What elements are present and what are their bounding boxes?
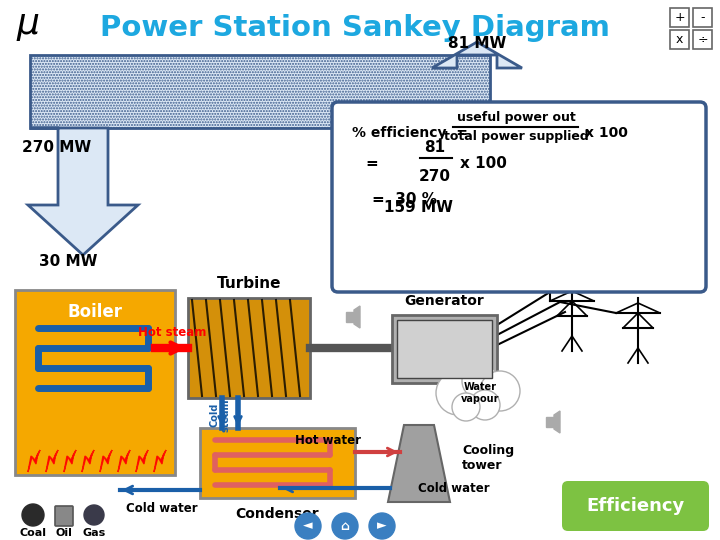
Polygon shape: [154, 450, 166, 472]
FancyBboxPatch shape: [55, 506, 73, 526]
Circle shape: [22, 504, 44, 526]
Text: Water
vapour: Water vapour: [461, 382, 499, 404]
Polygon shape: [346, 128, 492, 242]
FancyBboxPatch shape: [397, 320, 492, 378]
Text: ⌂: ⌂: [341, 519, 349, 532]
Text: % efficiency  =: % efficiency =: [352, 126, 468, 140]
Text: 81 MW: 81 MW: [448, 37, 506, 51]
Text: Boiler: Boiler: [68, 303, 122, 321]
Circle shape: [470, 390, 500, 420]
FancyBboxPatch shape: [693, 8, 712, 27]
Polygon shape: [136, 450, 148, 472]
Polygon shape: [28, 128, 138, 255]
Text: 81: 81: [424, 140, 446, 155]
Circle shape: [369, 513, 395, 539]
Polygon shape: [82, 450, 94, 472]
FancyBboxPatch shape: [562, 481, 709, 531]
Text: +: +: [674, 11, 685, 24]
FancyBboxPatch shape: [188, 298, 310, 398]
Text: Cold
steam: Cold steam: [210, 399, 231, 432]
Text: Cold water: Cold water: [418, 482, 490, 495]
Text: ÷: ÷: [697, 33, 708, 46]
Text: Oil: Oil: [55, 528, 73, 538]
Text: Hot steam: Hot steam: [138, 326, 206, 339]
FancyBboxPatch shape: [332, 102, 706, 292]
Text: Efficiency: Efficiency: [586, 497, 684, 515]
Text: 270: 270: [419, 169, 451, 184]
Bar: [30, 55, 490, 128]
FancyBboxPatch shape: [392, 315, 497, 383]
Text: Turbine: Turbine: [217, 276, 282, 292]
Text: Coal: Coal: [19, 528, 47, 538]
FancyBboxPatch shape: [693, 30, 712, 49]
Circle shape: [462, 363, 498, 399]
Text: ◄: ◄: [303, 519, 312, 532]
Text: Gas: Gas: [82, 528, 106, 538]
Text: Cooling
tower: Cooling tower: [462, 444, 514, 472]
Circle shape: [436, 371, 480, 415]
FancyBboxPatch shape: [200, 428, 355, 498]
Polygon shape: [100, 450, 112, 472]
Text: 270 MW: 270 MW: [22, 140, 91, 156]
Text: -: -: [701, 11, 705, 24]
Text: useful power out: useful power out: [456, 111, 575, 124]
Text: x 100: x 100: [585, 126, 628, 140]
Polygon shape: [118, 450, 130, 472]
Polygon shape: [346, 312, 354, 322]
Circle shape: [452, 393, 480, 421]
Text: =: =: [366, 156, 379, 171]
Polygon shape: [354, 306, 360, 328]
Text: x 100: x 100: [460, 156, 507, 171]
Polygon shape: [46, 450, 58, 472]
Text: =  30 %: = 30 %: [372, 192, 437, 207]
Circle shape: [480, 371, 520, 411]
Text: ►: ►: [377, 519, 387, 532]
Text: Power Station Sankey Diagram: Power Station Sankey Diagram: [100, 14, 610, 42]
Polygon shape: [554, 411, 560, 433]
Text: x: x: [676, 33, 683, 46]
Text: 30 MW: 30 MW: [39, 254, 97, 269]
FancyBboxPatch shape: [670, 30, 689, 49]
Text: Cold water: Cold water: [126, 502, 198, 515]
Polygon shape: [64, 450, 76, 472]
FancyBboxPatch shape: [15, 290, 175, 475]
Polygon shape: [432, 42, 522, 68]
Text: 159 MW: 159 MW: [384, 200, 454, 215]
Polygon shape: [388, 425, 450, 502]
Circle shape: [332, 513, 358, 539]
Text: Condenser: Condenser: [235, 507, 319, 521]
Text: $\mu$: $\mu$: [16, 9, 40, 43]
Circle shape: [84, 505, 104, 525]
Text: Hot water: Hot water: [295, 435, 361, 448]
FancyBboxPatch shape: [670, 8, 689, 27]
Polygon shape: [546, 417, 554, 427]
Text: total power supplied: total power supplied: [444, 130, 588, 143]
Polygon shape: [28, 450, 40, 472]
Circle shape: [295, 513, 321, 539]
Text: Generator: Generator: [405, 294, 485, 308]
